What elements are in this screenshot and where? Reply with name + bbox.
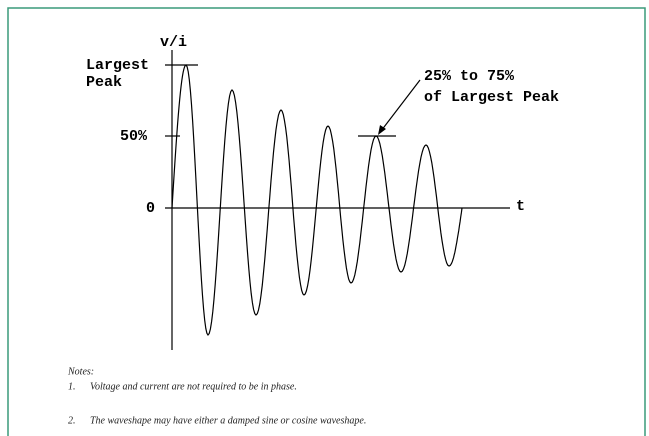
annotation: of Largest Peak bbox=[424, 89, 559, 106]
zero-label: 0 bbox=[146, 200, 155, 217]
note-number: 1. bbox=[68, 381, 76, 392]
y-label: v/i bbox=[160, 34, 187, 51]
notes-title: Notes: bbox=[67, 366, 94, 377]
annotation-arrow bbox=[380, 79, 421, 132]
peak-label: Largest bbox=[86, 57, 149, 74]
x-label: t bbox=[516, 198, 525, 215]
peak-label: Peak bbox=[86, 74, 122, 91]
half-label: 50% bbox=[120, 128, 148, 145]
annotation: 25% to 75% bbox=[424, 68, 515, 85]
note-number: 2. bbox=[68, 415, 76, 426]
arrow-head bbox=[378, 125, 386, 135]
frame bbox=[7, 7, 646, 436]
waveform bbox=[171, 64, 463, 337]
note-text: The waveshape may have either a damped s… bbox=[90, 415, 366, 426]
note-text: Voltage and current are not required to … bbox=[90, 381, 297, 392]
